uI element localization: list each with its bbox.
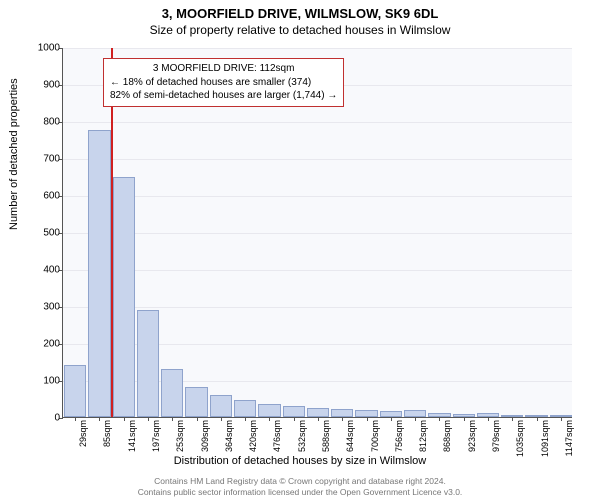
gridline	[63, 233, 572, 234]
y-axis-label: Number of detached properties	[8, 78, 20, 230]
ytick-label: 700	[30, 154, 60, 165]
xtick-mark	[221, 417, 222, 421]
ytick-label: 400	[30, 265, 60, 276]
xtick-mark	[464, 417, 465, 421]
xtick-label: 309sqm	[200, 420, 210, 460]
histogram-bar	[137, 310, 159, 417]
xtick-label: 420sqm	[248, 420, 258, 460]
xtick-label: 1035sqm	[515, 420, 525, 460]
xtick-mark	[245, 417, 246, 421]
xtick-label: 364sqm	[224, 420, 234, 460]
histogram-bar	[64, 365, 86, 417]
annotation-box: 3 MOORFIELD DRIVE: 112sqm ← 18% of detac…	[103, 58, 344, 107]
xtick-mark	[148, 417, 149, 421]
histogram-bar	[161, 369, 183, 417]
annotation-line2: ← 18% of detached houses are smaller (37…	[110, 76, 337, 90]
gridline	[63, 122, 572, 123]
histogram-bar	[185, 387, 207, 417]
annotation-line1: 3 MOORFIELD DRIVE: 112sqm	[110, 62, 337, 76]
histogram-bar	[355, 410, 377, 417]
xtick-mark	[269, 417, 270, 421]
footer-line2: Contains public sector information licen…	[0, 487, 600, 498]
ytick-label: 200	[30, 339, 60, 350]
xtick-label: 532sqm	[297, 420, 307, 460]
xtick-mark	[75, 417, 76, 421]
xtick-mark	[172, 417, 173, 421]
xtick-mark	[342, 417, 343, 421]
plot-area: 3 MOORFIELD DRIVE: 112sqm ← 18% of detac…	[62, 48, 572, 418]
histogram-bar	[307, 408, 329, 417]
ytick-label: 500	[30, 228, 60, 239]
chart-container: 3, MOORFIELD DRIVE, WILMSLOW, SK9 6DL Si…	[0, 0, 600, 500]
xtick-label: 1147sqm	[564, 420, 574, 460]
histogram-bar	[404, 410, 426, 417]
xtick-mark	[512, 417, 513, 421]
footer-attribution: Contains HM Land Registry data © Crown c…	[0, 476, 600, 498]
ytick-label: 900	[30, 80, 60, 91]
xtick-label: 197sqm	[151, 420, 161, 460]
gridline	[63, 159, 572, 160]
xtick-mark	[561, 417, 562, 421]
xtick-mark	[318, 417, 319, 421]
xtick-mark	[537, 417, 538, 421]
xtick-label: 812sqm	[418, 420, 428, 460]
xtick-mark	[99, 417, 100, 421]
histogram-bar	[210, 395, 232, 417]
histogram-bar	[258, 404, 280, 417]
xtick-mark	[488, 417, 489, 421]
xtick-label: 700sqm	[370, 420, 380, 460]
xtick-label: 588sqm	[321, 420, 331, 460]
xtick-label: 141sqm	[127, 420, 137, 460]
footer-line1: Contains HM Land Registry data © Crown c…	[0, 476, 600, 487]
xtick-mark	[391, 417, 392, 421]
xtick-label: 979sqm	[491, 420, 501, 460]
xtick-mark	[415, 417, 416, 421]
xtick-label: 85sqm	[102, 420, 112, 460]
xtick-mark	[439, 417, 440, 421]
xtick-label: 756sqm	[394, 420, 404, 460]
page-subtitle: Size of property relative to detached ho…	[0, 21, 600, 37]
ytick-label: 800	[30, 117, 60, 128]
ytick-label: 600	[30, 191, 60, 202]
xtick-label: 644sqm	[345, 420, 355, 460]
ytick-label: 100	[30, 376, 60, 387]
xtick-label: 868sqm	[442, 420, 452, 460]
page-title: 3, MOORFIELD DRIVE, WILMSLOW, SK9 6DL	[0, 0, 600, 21]
xtick-label: 476sqm	[272, 420, 282, 460]
xtick-mark	[197, 417, 198, 421]
xtick-mark	[367, 417, 368, 421]
gridline	[63, 307, 572, 308]
xtick-label: 1091sqm	[540, 420, 550, 460]
gridline	[63, 270, 572, 271]
xtick-mark	[124, 417, 125, 421]
xtick-mark	[294, 417, 295, 421]
ytick-label: 300	[30, 302, 60, 313]
xtick-label: 253sqm	[175, 420, 185, 460]
gridline	[63, 196, 572, 197]
histogram-bar	[331, 409, 353, 417]
histogram-bar	[283, 406, 305, 417]
gridline	[63, 48, 572, 49]
ytick-label: 0	[30, 413, 60, 424]
ytick-label: 1000	[30, 43, 60, 54]
xtick-label: 923sqm	[467, 420, 477, 460]
histogram-bar	[88, 130, 110, 417]
annotation-line3: 82% of semi-detached houses are larger (…	[110, 89, 337, 103]
histogram-bar	[234, 400, 256, 417]
histogram-bar	[113, 177, 135, 418]
xtick-label: 29sqm	[78, 420, 88, 460]
